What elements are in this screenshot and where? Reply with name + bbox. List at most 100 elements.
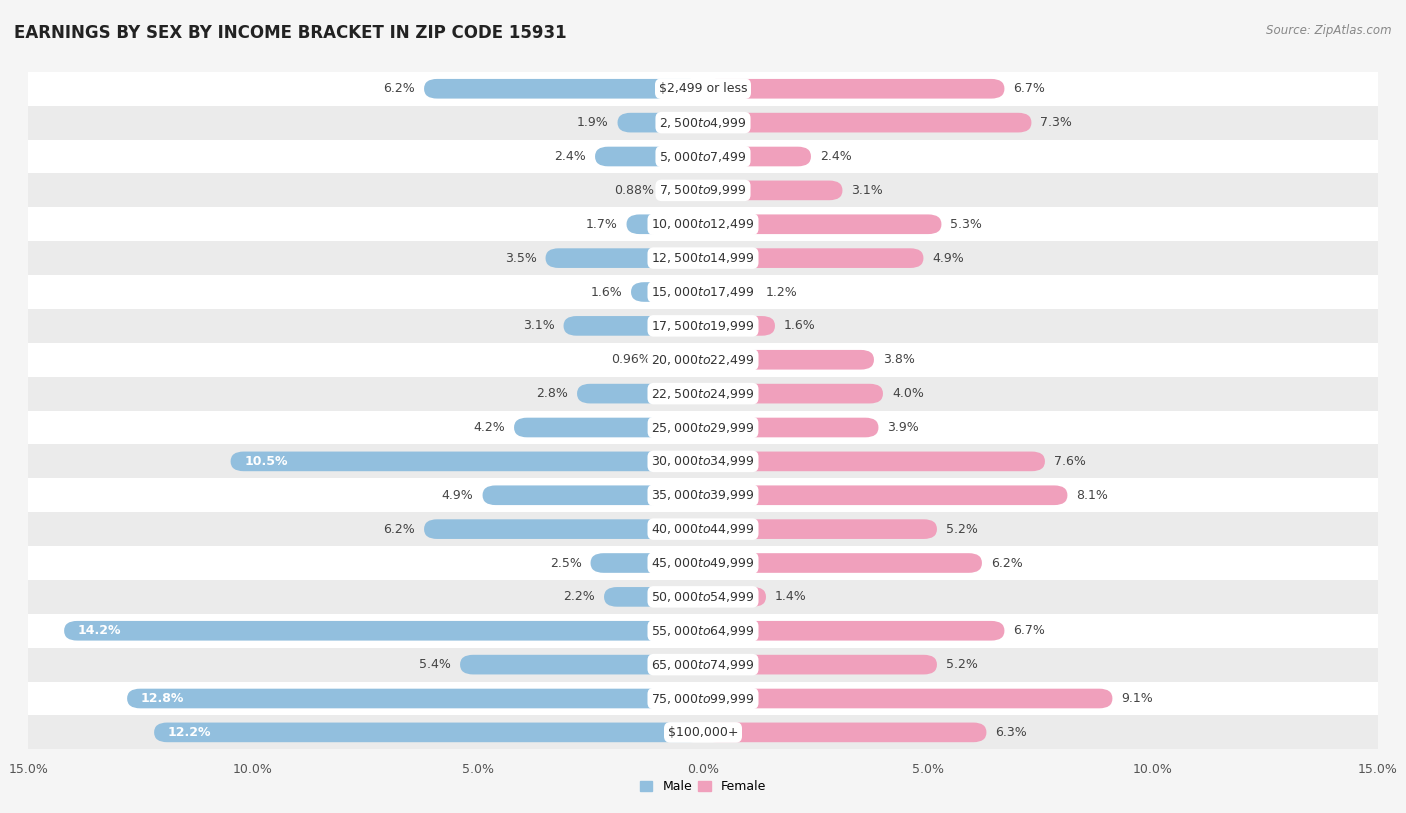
FancyBboxPatch shape: [703, 316, 775, 336]
Bar: [28, 106, 1378, 140]
FancyBboxPatch shape: [631, 282, 703, 302]
Text: 2.5%: 2.5%: [550, 557, 582, 569]
FancyBboxPatch shape: [425, 520, 703, 539]
FancyBboxPatch shape: [591, 553, 703, 573]
Bar: [28, 343, 1378, 376]
Bar: [28, 681, 1378, 715]
FancyBboxPatch shape: [703, 451, 1045, 472]
Text: $22,500 to $24,999: $22,500 to $24,999: [651, 387, 755, 401]
Text: $2,499 or less: $2,499 or less: [659, 82, 747, 95]
FancyBboxPatch shape: [127, 689, 703, 708]
Bar: [28, 309, 1378, 343]
Text: 12.8%: 12.8%: [141, 692, 184, 705]
FancyBboxPatch shape: [515, 418, 703, 437]
Text: 4.0%: 4.0%: [891, 387, 924, 400]
FancyBboxPatch shape: [617, 113, 703, 133]
Bar: [28, 376, 1378, 411]
Bar: [28, 580, 1378, 614]
Text: $7,500 to $9,999: $7,500 to $9,999: [659, 184, 747, 198]
Text: $17,500 to $19,999: $17,500 to $19,999: [651, 319, 755, 333]
Bar: [28, 241, 1378, 275]
Bar: [28, 614, 1378, 648]
FancyBboxPatch shape: [703, 180, 842, 200]
FancyBboxPatch shape: [703, 215, 942, 234]
Text: $100,000+: $100,000+: [668, 726, 738, 739]
Text: $5,000 to $7,499: $5,000 to $7,499: [659, 150, 747, 163]
Text: 6.7%: 6.7%: [1014, 82, 1045, 95]
Text: 10.5%: 10.5%: [245, 455, 288, 467]
Text: $40,000 to $44,999: $40,000 to $44,999: [651, 522, 755, 536]
FancyBboxPatch shape: [703, 723, 987, 742]
Bar: [28, 207, 1378, 241]
Text: 7.3%: 7.3%: [1040, 116, 1073, 129]
Text: $45,000 to $49,999: $45,000 to $49,999: [651, 556, 755, 570]
FancyBboxPatch shape: [564, 316, 703, 336]
FancyBboxPatch shape: [155, 723, 703, 742]
FancyBboxPatch shape: [703, 520, 936, 539]
Text: 8.1%: 8.1%: [1077, 489, 1108, 502]
Text: 5.2%: 5.2%: [946, 659, 977, 671]
Text: $15,000 to $17,499: $15,000 to $17,499: [651, 285, 755, 299]
Text: 4.9%: 4.9%: [932, 252, 965, 264]
FancyBboxPatch shape: [627, 215, 703, 234]
FancyBboxPatch shape: [703, 621, 1004, 641]
FancyBboxPatch shape: [605, 587, 703, 606]
Bar: [28, 275, 1378, 309]
Bar: [28, 512, 1378, 546]
Text: 2.8%: 2.8%: [536, 387, 568, 400]
Bar: [28, 648, 1378, 681]
Text: $30,000 to $34,999: $30,000 to $34,999: [651, 454, 755, 468]
FancyBboxPatch shape: [703, 350, 875, 370]
Text: 9.1%: 9.1%: [1122, 692, 1153, 705]
FancyBboxPatch shape: [703, 485, 1067, 505]
FancyBboxPatch shape: [703, 689, 1112, 708]
Bar: [28, 411, 1378, 445]
Text: 2.4%: 2.4%: [554, 150, 586, 163]
Text: 2.2%: 2.2%: [564, 590, 595, 603]
FancyBboxPatch shape: [65, 621, 703, 641]
Text: 0.96%: 0.96%: [612, 354, 651, 366]
FancyBboxPatch shape: [703, 146, 811, 167]
Text: $65,000 to $74,999: $65,000 to $74,999: [651, 658, 755, 672]
Text: $55,000 to $64,999: $55,000 to $64,999: [651, 624, 755, 637]
Text: 12.2%: 12.2%: [167, 726, 211, 739]
FancyBboxPatch shape: [425, 79, 703, 98]
Text: 3.8%: 3.8%: [883, 354, 915, 366]
Bar: [28, 72, 1378, 106]
FancyBboxPatch shape: [703, 654, 936, 675]
Text: 6.3%: 6.3%: [995, 726, 1028, 739]
FancyBboxPatch shape: [659, 350, 703, 370]
FancyBboxPatch shape: [703, 384, 883, 403]
Text: 5.4%: 5.4%: [419, 659, 451, 671]
Text: 5.2%: 5.2%: [946, 523, 977, 536]
Text: $50,000 to $54,999: $50,000 to $54,999: [651, 590, 755, 604]
FancyBboxPatch shape: [576, 384, 703, 403]
FancyBboxPatch shape: [231, 451, 703, 472]
FancyBboxPatch shape: [595, 146, 703, 167]
FancyBboxPatch shape: [703, 553, 981, 573]
Text: 3.5%: 3.5%: [505, 252, 537, 264]
Text: 1.9%: 1.9%: [576, 116, 609, 129]
Text: 7.6%: 7.6%: [1054, 455, 1085, 467]
Text: $25,000 to $29,999: $25,000 to $29,999: [651, 420, 755, 434]
Bar: [28, 546, 1378, 580]
FancyBboxPatch shape: [546, 248, 703, 268]
FancyBboxPatch shape: [703, 587, 766, 606]
FancyBboxPatch shape: [460, 654, 703, 675]
Text: 14.2%: 14.2%: [77, 624, 121, 637]
Text: 1.6%: 1.6%: [591, 285, 621, 298]
FancyBboxPatch shape: [664, 180, 703, 200]
Text: 6.2%: 6.2%: [384, 523, 415, 536]
Text: 6.2%: 6.2%: [384, 82, 415, 95]
Text: 1.2%: 1.2%: [766, 285, 797, 298]
Text: 1.7%: 1.7%: [586, 218, 617, 231]
Text: Source: ZipAtlas.com: Source: ZipAtlas.com: [1267, 24, 1392, 37]
Bar: [28, 445, 1378, 478]
Text: $10,000 to $12,499: $10,000 to $12,499: [651, 217, 755, 231]
FancyBboxPatch shape: [703, 79, 1004, 98]
Text: 1.6%: 1.6%: [785, 320, 815, 333]
Text: 3.1%: 3.1%: [852, 184, 883, 197]
Bar: [28, 173, 1378, 207]
FancyBboxPatch shape: [703, 418, 879, 437]
FancyBboxPatch shape: [482, 485, 703, 505]
